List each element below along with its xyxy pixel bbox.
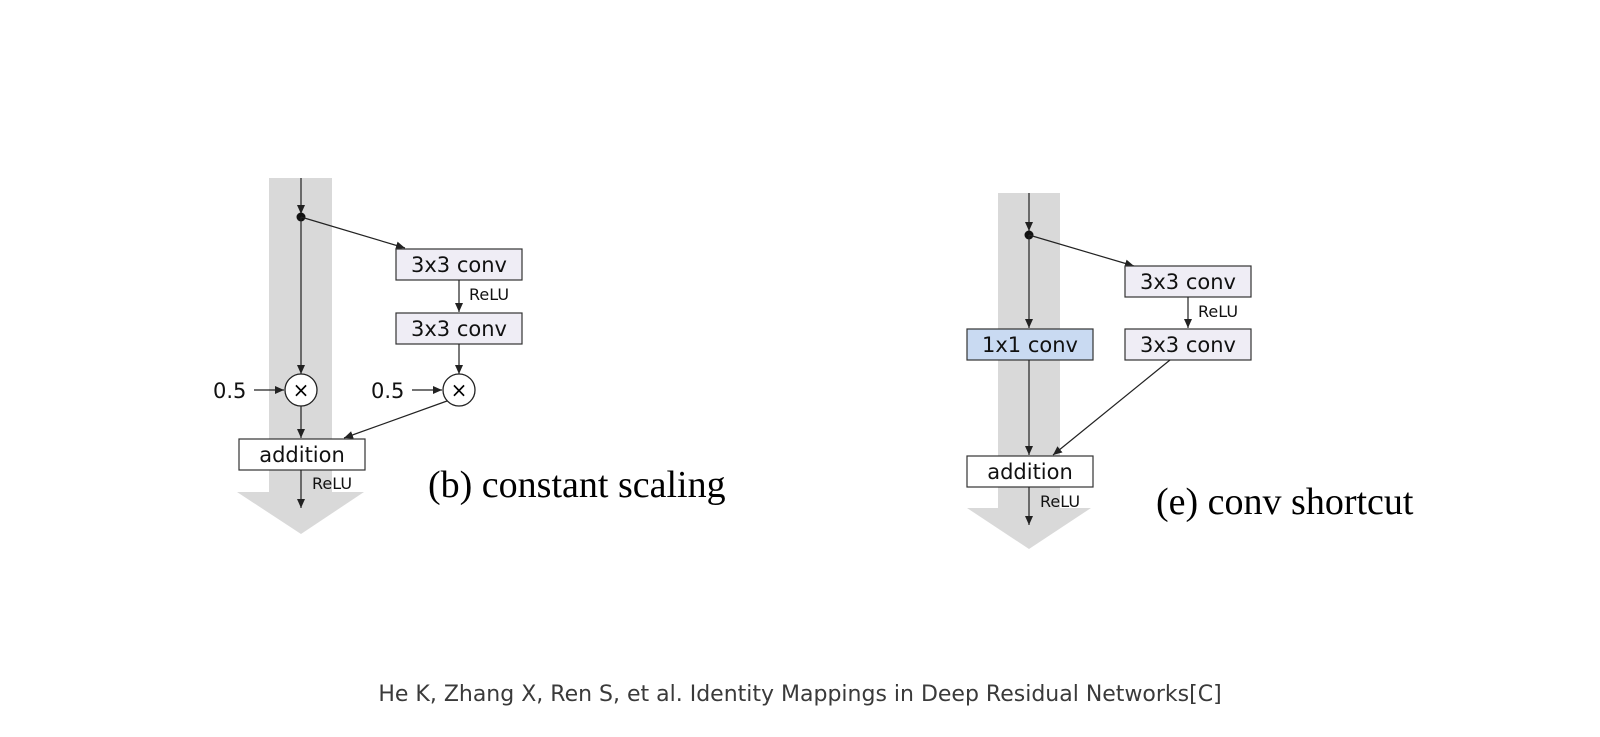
- relu-mid-label: ReLU: [469, 285, 509, 304]
- conv-box-1-label: 3x3 conv: [411, 253, 507, 277]
- right-to-addition-arrow: [343, 400, 448, 439]
- panel-conv-shortcut: 1x1 conv 3x3 conv ReLU 3x3 conv addition…: [966, 193, 1414, 549]
- caption-b: (b) constant scaling: [428, 464, 726, 506]
- branch-arrow: [1028, 234, 1135, 268]
- addition-label: addition: [259, 443, 345, 467]
- conv-box-1-label: 3x3 conv: [1140, 270, 1236, 294]
- residual-to-addition-arrow: [1052, 359, 1171, 456]
- panel-constant-scaling: 3x3 conv ReLU 3x3 conv × × 0.5 0.5 addit…: [213, 178, 726, 534]
- shortcut-conv-box: [966, 328, 1094, 361]
- citation: He K, Zhang X, Ren S, et al. Identity Ma…: [378, 682, 1222, 707]
- multiply-symbol-left: ×: [293, 378, 310, 402]
- conv-box-2: [395, 312, 523, 345]
- branch-arrow: [300, 216, 406, 250]
- conv-box-2-label: 3x3 conv: [411, 317, 507, 341]
- addition-label: addition: [987, 460, 1073, 484]
- multiply-node-right: [442, 373, 476, 407]
- conv-box-2-label: 3x3 conv: [1140, 333, 1236, 357]
- shortcut-conv-label: 1x1 conv: [982, 333, 1078, 357]
- addition-box: [966, 455, 1094, 488]
- conv-box-2: [1124, 328, 1252, 361]
- relu-out-label: ReLU: [312, 474, 352, 493]
- relu-out-label: ReLU: [1040, 492, 1080, 511]
- scale-label-left: 0.5: [213, 379, 246, 403]
- conv-box-1: [395, 248, 523, 281]
- addition-box: [238, 438, 366, 471]
- caption-e: (e) conv shortcut: [1156, 481, 1414, 523]
- relu-mid-label: ReLU: [1198, 302, 1238, 321]
- scale-label-right: 0.5: [371, 379, 404, 403]
- multiply-symbol-right: ×: [451, 378, 468, 402]
